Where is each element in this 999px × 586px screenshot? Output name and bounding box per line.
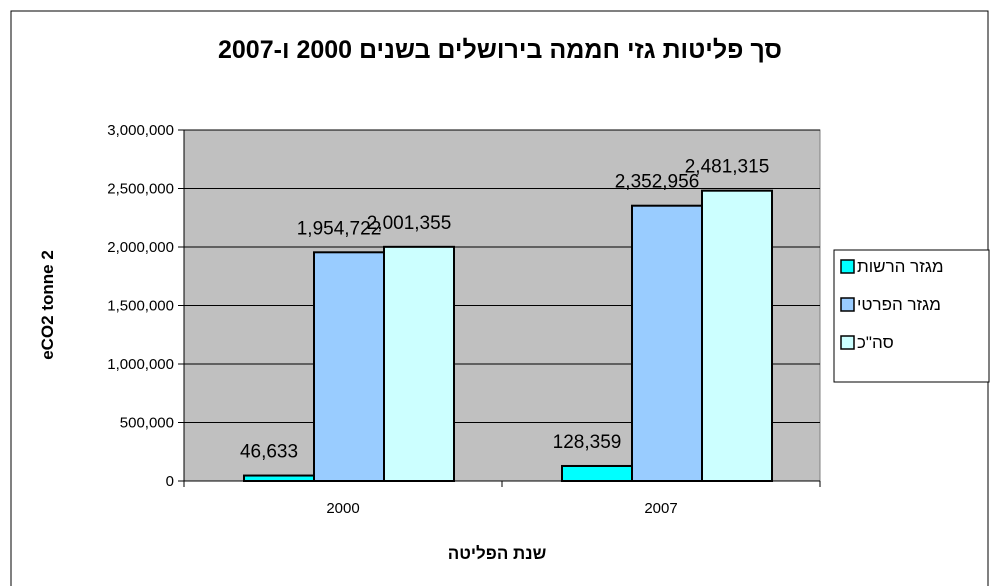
- legend-swatch: [840, 259, 855, 274]
- data-label: 1,954,722: [297, 218, 382, 239]
- y-tick-label: 1,000,000: [107, 356, 174, 373]
- data-label: 2,481,315: [685, 157, 770, 178]
- y-axis-title: eCO2 tonne 2: [38, 250, 57, 360]
- x-axis: 2000 2007: [183, 480, 821, 517]
- x-axis-title: שנת הפליטה: [448, 544, 547, 563]
- bar: [383, 245, 455, 482]
- legend-box: [833, 249, 990, 383]
- legend-swatch: [840, 297, 855, 312]
- data-label: 46,633: [240, 442, 298, 463]
- legend-label: מגזר הפרטי: [857, 295, 941, 314]
- x-tick-label: 2000: [326, 500, 359, 517]
- bar: [561, 464, 633, 482]
- legend-label: מגזר הרשות: [857, 257, 944, 276]
- bar: [243, 474, 315, 483]
- legend-label: סה"כ: [857, 333, 894, 352]
- legend: מגזר הרשות מגזר הפרטי סה"כ: [833, 249, 990, 383]
- y-tick-label: 500,000: [120, 415, 174, 432]
- y-tick-label: 2,000,000: [107, 239, 174, 256]
- legend-swatch: [840, 335, 855, 350]
- y-tick-label: 2,500,000: [107, 181, 174, 198]
- y-tick-label: 0: [166, 473, 174, 490]
- data-label: 2,001,355: [367, 213, 452, 234]
- bar: [631, 204, 703, 482]
- x-tick-label: 2007: [644, 500, 677, 517]
- y-tick-label: 3,000,000: [107, 122, 174, 139]
- bar: [701, 189, 773, 482]
- bar: [313, 251, 385, 482]
- data-label: 2,352,956: [615, 172, 700, 193]
- y-tick-label: 1,500,000: [107, 298, 174, 315]
- chart-title: סך פליטות גזי חממה בירושלים בשנים 2000 ו…: [218, 36, 782, 64]
- data-label: 128,359: [553, 432, 622, 453]
- bars: [243, 189, 773, 483]
- y-axis: 0 500,000 1,000,000 1,500,000 2,000,000 2,500…: [107, 122, 185, 490]
